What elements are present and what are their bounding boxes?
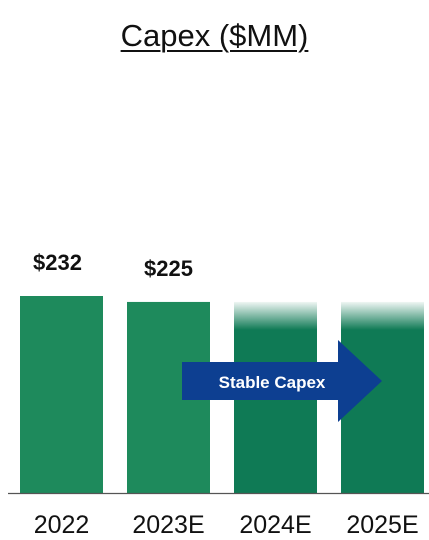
bar-2022 (20, 296, 103, 493)
tick-label-2022: 2022 (34, 511, 90, 539)
value-label-2023e: $225 (144, 256, 193, 281)
tick-labels-group: 2022 2023E 2024E 2025E (34, 511, 419, 539)
tick-label-2023e: 2023E (132, 511, 204, 539)
bar-fade-2025e (341, 299, 424, 330)
bar-fade-2024e (234, 299, 317, 330)
bars-group (20, 296, 424, 493)
tick-label-2025e: 2025E (346, 511, 418, 539)
arrow-shape (182, 340, 382, 422)
stable-capex-arrow: Stable Capex (182, 340, 382, 422)
value-label-2022: $232 (33, 250, 82, 275)
chart-title: Capex ($MM) (120, 18, 309, 53)
tick-label-2024e: 2024E (239, 511, 311, 539)
value-labels-group: $232 $225 (33, 250, 193, 281)
arrow-label: Stable Capex (219, 373, 326, 392)
